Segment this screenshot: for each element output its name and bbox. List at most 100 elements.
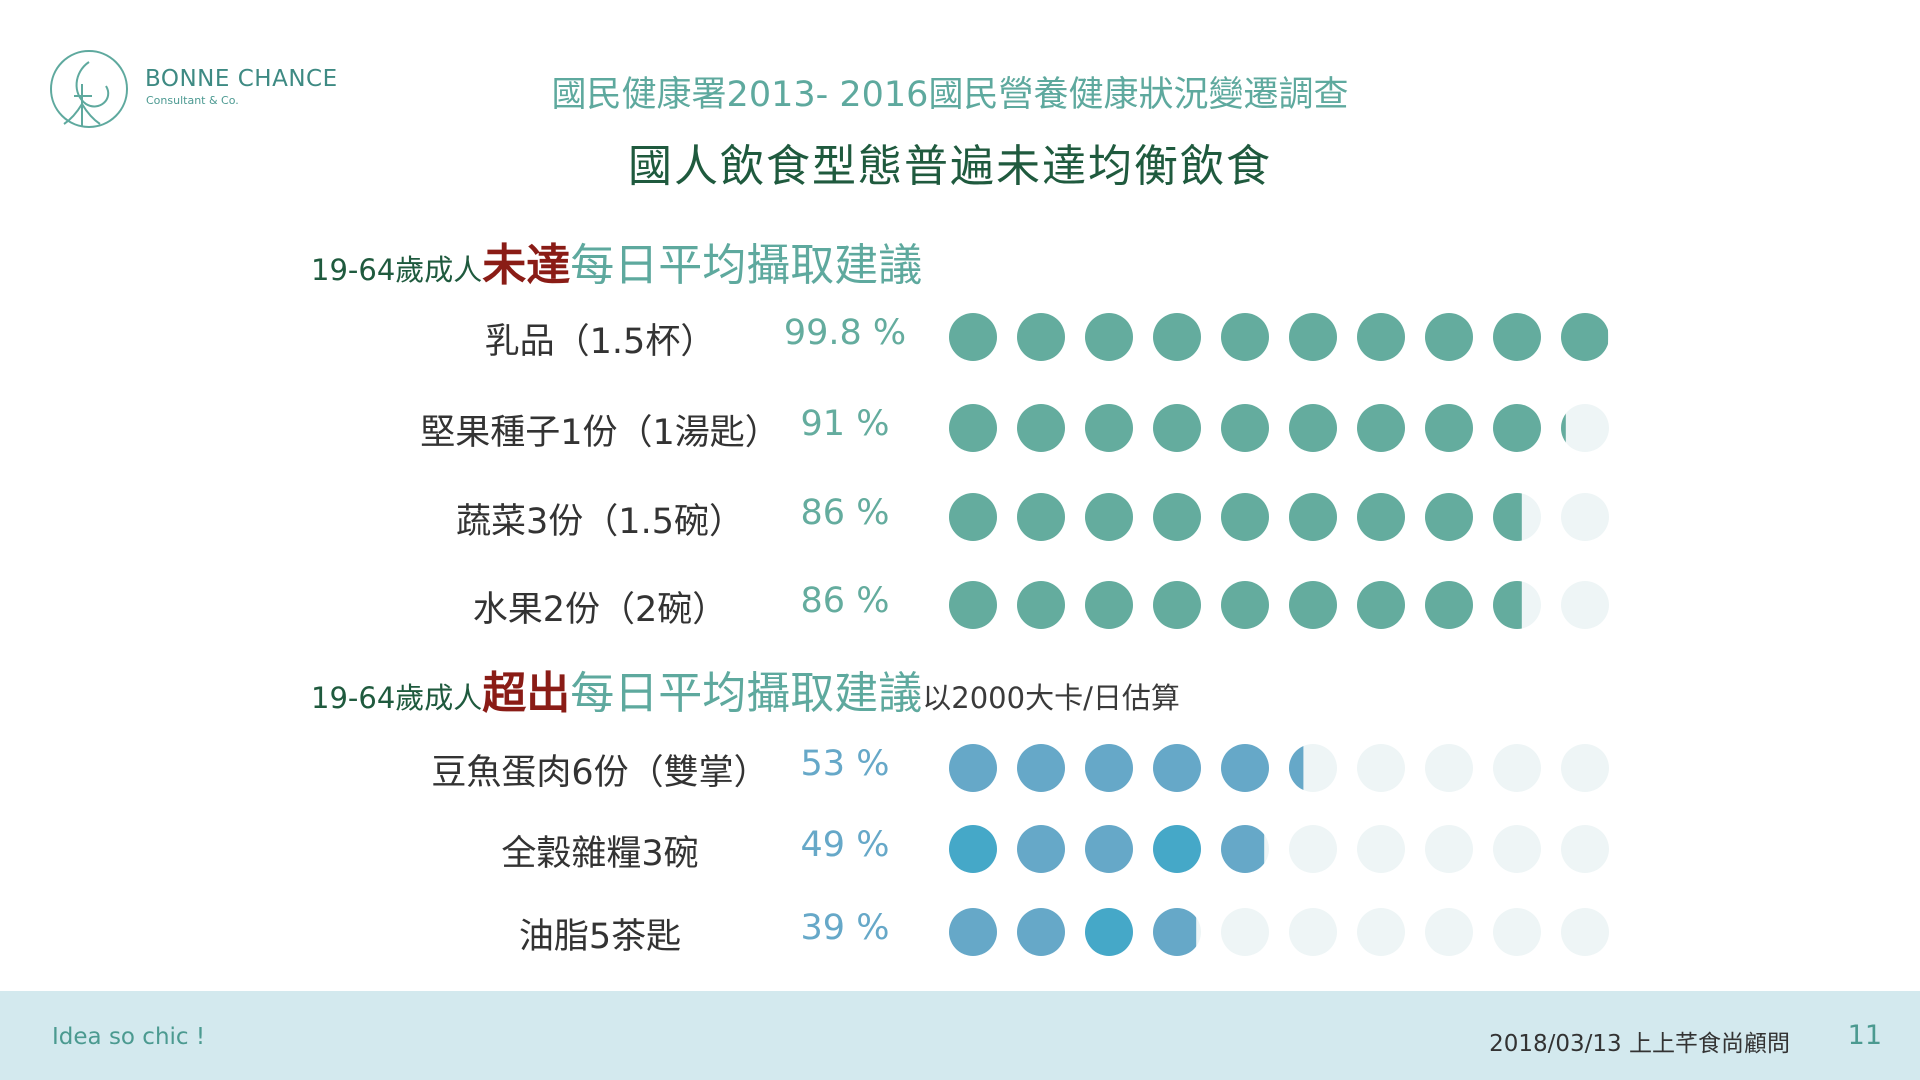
filled-dot: [1153, 404, 1201, 452]
filled-dot: [1425, 404, 1473, 452]
row-label: 油脂5茶匙: [518, 917, 682, 957]
empty-dot: [1561, 744, 1609, 792]
row-percent: 49 %: [800, 825, 890, 865]
filled-dot: [1425, 313, 1473, 361]
filled-dot: [1357, 404, 1405, 452]
empty-dot: [1425, 744, 1473, 792]
filled-dot: [1017, 908, 1065, 956]
filled-dot: [1153, 744, 1201, 792]
filled-dot: [1289, 493, 1337, 541]
filled-dot: [1153, 493, 1201, 541]
filled-dot: [1085, 313, 1133, 361]
section-rest: 每日平均攝取建議: [570, 668, 923, 719]
filled-dot: [1221, 825, 1265, 873]
filled-dot: [1085, 825, 1133, 873]
section-prefix: 19-64歲成人: [311, 253, 483, 287]
section-emphasis: 未達: [482, 240, 571, 291]
page-number: 11: [1847, 1020, 1882, 1051]
filled-dot: [1289, 313, 1337, 361]
empty-dot: [1357, 744, 1405, 792]
filled-dot: [1221, 744, 1269, 792]
filled-dot: [1357, 581, 1405, 629]
filled-dot: [1357, 313, 1405, 361]
empty-dot: [1221, 908, 1269, 956]
footer-tagline: Idea so chic !: [52, 1024, 206, 1050]
pictogram-chart: [949, 313, 1609, 956]
filled-dot: [1221, 404, 1269, 452]
filled-dot: [949, 493, 997, 541]
row-percent: 99.8 %: [783, 313, 907, 353]
empty-dot: [1493, 825, 1541, 873]
filled-dot: [1017, 404, 1065, 452]
filled-dot: [1493, 493, 1522, 541]
row-label: 全穀雜糧3碗: [501, 834, 699, 874]
empty-dot: [1561, 825, 1609, 873]
empty-dot: [1425, 908, 1473, 956]
section-rest: 每日平均攝取建議: [570, 240, 923, 291]
empty-dot: [1561, 404, 1609, 452]
filled-dot: [1425, 493, 1473, 541]
row-percent: 53 %: [800, 744, 890, 784]
row-percent: 91 %: [800, 404, 890, 444]
empty-dot: [1493, 744, 1541, 792]
brand-subtitle: Consultant & Co.: [146, 94, 239, 107]
filled-dot: [949, 825, 997, 873]
footer-bar: [0, 991, 1920, 1080]
row-label: 堅果種子1份（1湯匙）: [420, 413, 780, 453]
empty-dot: [1357, 908, 1405, 956]
empty-dot: [1425, 825, 1473, 873]
filled-dot: [1153, 313, 1201, 361]
row-label: 水果2份（2碗）: [472, 590, 728, 630]
row-label: 豆魚蛋肉6份（雙掌）: [431, 753, 769, 793]
filled-dot: [1289, 404, 1337, 452]
filled-dot: [949, 908, 997, 956]
filled-dot: [1085, 744, 1133, 792]
filled-dot: [949, 581, 997, 629]
empty-dot: [1561, 908, 1609, 956]
filled-dot: [1085, 493, 1133, 541]
section-heading-above: 19-64歲成人超出每日平均攝取建議以2000大卡/日估算: [311, 672, 1180, 716]
empty-dot: [1561, 581, 1609, 629]
row-percent: 39 %: [800, 908, 890, 948]
brand-logo-icon: [50, 50, 128, 128]
filled-dot: [1085, 404, 1133, 452]
empty-dot: [1357, 825, 1405, 873]
brand-name: BONNE CHANCE: [145, 66, 338, 92]
filled-dot: [949, 744, 997, 792]
empty-dot: [1289, 908, 1337, 956]
empty-dot: [1289, 825, 1337, 873]
filled-dot: [1221, 493, 1269, 541]
filled-dot: [1153, 825, 1201, 873]
filled-dot: [1153, 581, 1201, 629]
page-title: 國人飲食型態普遍未達均衡飲食: [628, 141, 1272, 192]
section-prefix: 19-64歲成人: [311, 681, 483, 715]
filled-dot: [1085, 581, 1133, 629]
survey-title: 國民健康署2013- 2016國民營養健康狀況變遷調查: [551, 75, 1349, 115]
section-emphasis: 超出: [482, 668, 571, 719]
filled-dot: [1493, 581, 1522, 629]
filled-dot: [949, 404, 997, 452]
row-label: 乳品（1.5杯）: [484, 322, 716, 362]
footer-date-company: 2018/03/13 上上芊食尚顧問: [1489, 1031, 1790, 1057]
filled-dot: [1493, 404, 1541, 452]
filled-dot: [1085, 908, 1133, 956]
filled-dot: [1017, 313, 1065, 361]
filled-dot: [1017, 825, 1065, 873]
filled-dot: [1561, 313, 1609, 361]
filled-dot: [1561, 413, 1566, 443]
filled-dot: [1289, 581, 1337, 629]
section-note: 以2000大卡/日估算: [922, 681, 1180, 715]
section-heading-below: 19-64歲成人未達每日平均攝取建議: [311, 244, 922, 288]
row-percent: 86 %: [800, 493, 890, 533]
row-percent: 86 %: [800, 581, 890, 621]
filled-dot: [1425, 581, 1473, 629]
filled-dot: [1221, 313, 1269, 361]
filled-dot: [1289, 746, 1304, 790]
empty-dot: [1493, 908, 1541, 956]
filled-dot: [949, 313, 997, 361]
filled-dot: [1221, 581, 1269, 629]
filled-dot: [1357, 493, 1405, 541]
empty-dot: [1561, 493, 1609, 541]
filled-dot: [1017, 493, 1065, 541]
row-label: 蔬菜3份（1.5碗）: [456, 502, 744, 542]
